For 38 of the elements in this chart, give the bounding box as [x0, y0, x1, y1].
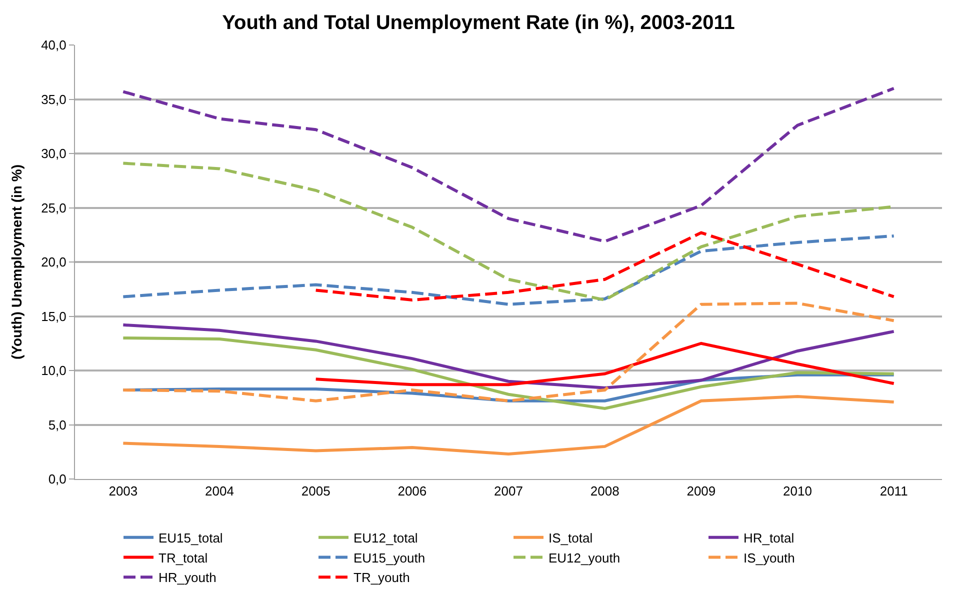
legend-label: TR_youth — [354, 570, 410, 586]
y-tick-label: 20,0 — [41, 254, 66, 270]
line-series — [122, 234, 896, 306]
x-tick-label: 2004 — [205, 484, 234, 499]
x-tick-label: 2011 — [880, 484, 908, 499]
legend-label: TR_total — [158, 550, 208, 566]
line-series — [122, 336, 896, 410]
legend-label: EU15_total — [158, 530, 223, 546]
legend-label: EU15_youth — [354, 550, 426, 566]
legend-label: IS_youth — [744, 550, 795, 566]
y-tick-label: 40,0 — [41, 38, 66, 53]
line-series — [122, 323, 896, 390]
legend-label: IS_total — [548, 530, 593, 546]
y-tick-label: 25,0 — [41, 200, 66, 216]
legend-label: EU12_youth — [548, 550, 620, 566]
y-tick-label: 10,0 — [41, 363, 66, 378]
x-tick-label: 2003 — [108, 484, 138, 499]
line-series — [122, 86, 896, 243]
line-series — [122, 395, 896, 456]
y-axis-title: (Youth) Unemployment (in %) — [8, 164, 25, 360]
legend-label: HR_youth — [158, 570, 216, 586]
y-tick-label: 15,0 — [41, 308, 66, 324]
y-tick-label: 5,0 — [48, 417, 66, 432]
x-tick-label: 2009 — [686, 484, 716, 499]
x-tick-label: 2008 — [590, 484, 620, 499]
line-series — [314, 231, 896, 302]
line-series — [122, 302, 896, 402]
x-tick-label: 2010 — [783, 484, 812, 499]
legend-label: EU12_total — [354, 530, 418, 546]
x-tick-label: 2005 — [301, 484, 330, 499]
legend-label: HR_total — [744, 530, 794, 546]
chart-title: Youth and Total Unemployment Rate (in %), 2003-2011 — [222, 12, 735, 34]
line-series — [314, 342, 896, 386]
x-tick-label: 2006 — [398, 484, 427, 499]
y-tick-label: 35,0 — [41, 92, 66, 107]
y-tick-label: 30,0 — [41, 146, 66, 162]
y-tick-label: 0,0 — [48, 472, 66, 487]
x-tick-label: 2007 — [494, 484, 523, 499]
